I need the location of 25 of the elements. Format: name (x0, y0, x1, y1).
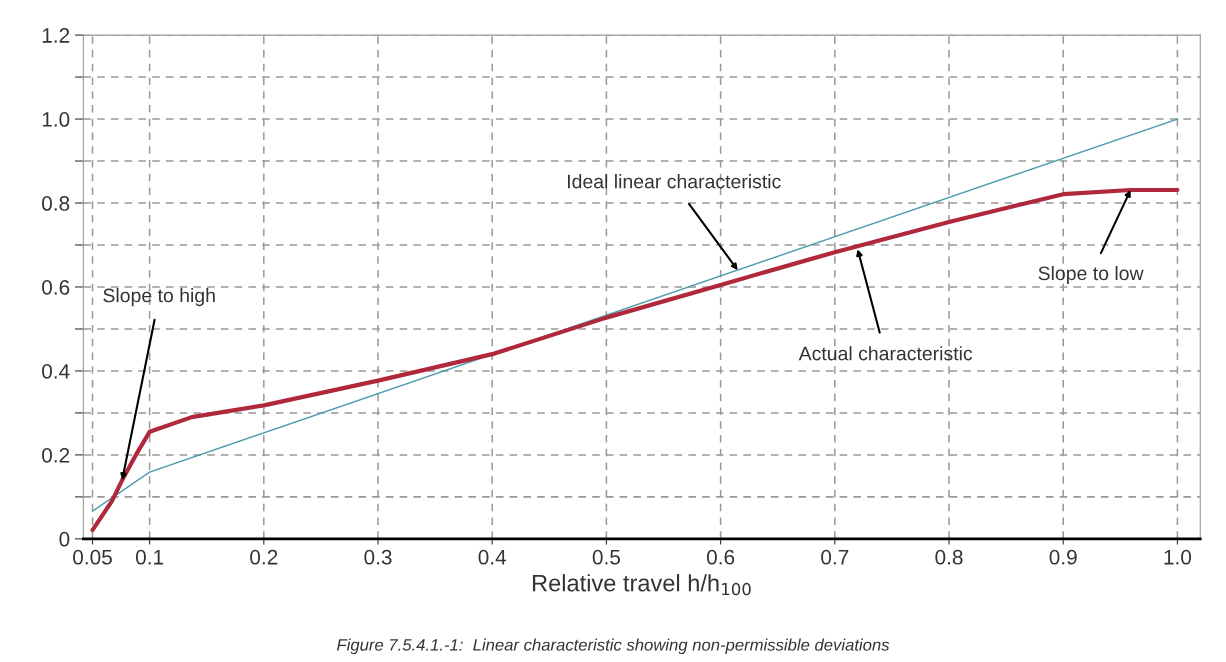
line-series (90, 187, 1180, 533)
annotation: Slope to high (103, 288, 215, 307)
x-tick-label: 0.9 (1049, 549, 1077, 565)
y-tick-label: 0 (59, 531, 70, 547)
x-axis-title: Relative travel h/h$_{100}$ (533, 574, 751, 596)
caption: Figure 7.5.4.1.-1: Linear characteristic showing non-permissible deviations (337, 638, 890, 655)
x-tick-label: 0.05 (73, 549, 112, 565)
y-tick-label: 0.4 (42, 363, 70, 379)
x-tick-label: 0.1 (135, 549, 164, 565)
x-tick-label: 0.8 (935, 549, 963, 565)
x-tick-label: 0.5 (592, 549, 621, 565)
annotation: Actual characteristic (798, 346, 973, 361)
x-tick-label: 0.3 (364, 549, 392, 565)
annotation: Ideal linear characteristic (568, 174, 781, 189)
y-tick-label: 0.6 (42, 279, 70, 295)
x-tick-label: 0.4 (478, 549, 507, 565)
y-tick-label: 1.2 (42, 28, 70, 43)
y-tick-label: 0.2 (42, 447, 70, 463)
x-tick-label: 1.0 (1164, 549, 1192, 565)
y-tick-label: 1.0 (42, 112, 70, 127)
x-tick-label: 0.2 (250, 549, 278, 565)
annotation: Slope to low (1038, 265, 1144, 285)
x-tick-label: 0.6 (706, 549, 735, 565)
y-tick-label: 0.8 (42, 196, 70, 211)
x-tick-label: 0.7 (821, 549, 849, 565)
